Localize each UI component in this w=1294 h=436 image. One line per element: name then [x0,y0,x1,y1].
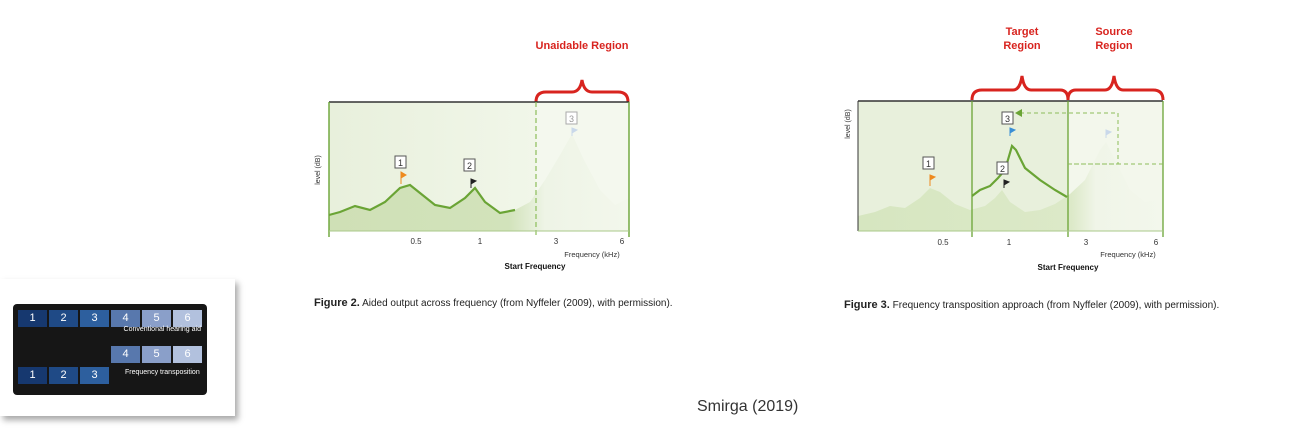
marker-1-label: 1 [398,158,403,168]
transposition-label: Frequency transposition [125,369,200,376]
figure3-y-axis-label: level (dB) [845,109,852,139]
row1-band-2: 2 [49,310,78,327]
marker-3-box [565,111,578,125]
black-flag-icon [470,178,478,188]
marker-1-label: 1 [926,159,931,169]
figure3-chart: Target Region Source Region 1 2 3 level … [845,26,1165,272]
row1-band-3: 3 [80,310,109,327]
faded-flag-icon [1105,129,1113,138]
row2-band-5: 5 [142,346,171,363]
marker-2-label: 2 [1000,164,1005,174]
figure2-filled-spectrum [329,134,629,231]
row2-band-4: 4 [111,346,140,363]
orange-flag-icon [929,174,937,186]
source-label-1: Source [1095,26,1132,38]
figure3-x-unit: Frequency (kHz) [1100,250,1156,259]
source-label-2: Region [1095,40,1133,52]
tick-6: 6 [620,237,625,246]
row2-band-6: 6 [173,346,202,363]
conventional-label: Conventional hearing aid [123,326,201,333]
black-flag-icon [1003,179,1011,188]
marker-3-label: 3 [569,114,574,124]
orange-flag-icon [400,171,407,184]
unaidable-bracket [534,79,630,103]
marker-1-box [922,156,935,170]
figure3-caption: Figure 3. Frequency transposition approa… [844,299,1220,311]
green-arrow-icon [1015,109,1022,117]
figure2-caption: Figure 2. Aided output across frequency … [314,297,673,309]
figure2-x-title: Start Frequency [505,262,566,271]
row1-band-4: 4 [111,310,140,327]
target-bracket [970,75,1070,101]
figure3-filled-spectrum [858,142,1163,231]
row3-band-3: 3 [80,367,109,384]
row1-band-6: 6 [173,310,202,327]
unaidable-region-label: Unaidable Region [536,40,629,52]
tick-1: 1 [1007,238,1012,247]
blue-flag-icon [1009,127,1017,136]
marker-2-box [996,161,1009,175]
figure2-x-unit: Frequency (kHz) [564,250,620,259]
tick-6: 6 [1154,238,1159,247]
figure2-y-axis-label: level (dB) [315,155,322,185]
target-label-1: Target [1006,26,1039,38]
row3-band-2: 2 [49,367,78,384]
tick-0-5: 0.5 [410,237,422,246]
source-credit: Smirga (2019) [697,398,799,415]
row1-band-5: 5 [142,310,171,327]
transposed-curve [971,143,1068,198]
faded-flag-icon [571,127,579,136]
row3-band-1: 1 [18,367,47,384]
transposition-guide [1020,112,1163,165]
target-label-2: Region [1003,40,1041,52]
marker-2-box [463,158,476,172]
tick-3: 3 [554,237,559,246]
figure2-chart: Unaidable Region 1 2 3 level (dB) 0.5 1 … [315,40,630,271]
marker-2-label: 2 [467,161,472,171]
figure3-x-title: Start Frequency [1038,263,1099,272]
tick-3: 3 [1084,238,1089,247]
figure2-aided-curve [328,183,516,217]
tick-0-5: 0.5 [937,238,949,247]
row1-band-1: 1 [18,310,47,327]
marker-1-box [394,155,407,169]
marker-3-box [1001,111,1014,125]
source-bracket [1066,75,1165,101]
marker-3-label: 3 [1005,114,1010,124]
tick-1: 1 [478,237,483,246]
